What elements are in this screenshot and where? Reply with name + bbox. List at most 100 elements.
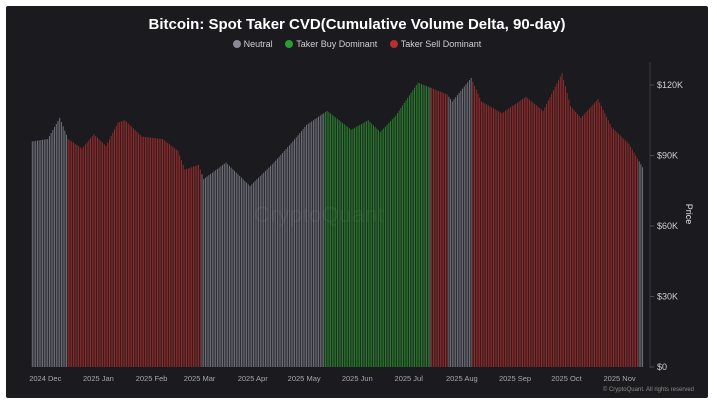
bar-taker-sell-dominant bbox=[472, 81, 474, 368]
bar-taker-sell-dominant bbox=[561, 73, 563, 367]
bar-taker-buy-dominant bbox=[350, 129, 352, 367]
y-axis-title: Price bbox=[684, 204, 694, 225]
bar-neutral bbox=[234, 170, 236, 367]
bar-taker-sell-dominant bbox=[153, 138, 155, 367]
bar-taker-sell-dominant bbox=[72, 142, 74, 367]
bar-taker-buy-dominant bbox=[338, 120, 340, 367]
bar-taker-sell-dominant bbox=[117, 122, 119, 367]
bar-taker-sell-dominant bbox=[628, 143, 630, 367]
bar-neutral bbox=[54, 126, 56, 368]
bar-taker-buy-dominant bbox=[379, 132, 381, 367]
bar-taker-sell-dominant bbox=[182, 164, 184, 367]
bar-taker-buy-dominant bbox=[417, 82, 419, 368]
bar-neutral bbox=[468, 80, 470, 367]
legend-swatch-taker-buy bbox=[285, 40, 294, 48]
legend-item-taker-sell[interactable]: Taker Sell Dominant bbox=[389, 39, 481, 49]
bar-taker-sell-dominant bbox=[607, 120, 609, 367]
copyright-credit: © CryptoQuant. All rights reserved bbox=[602, 387, 694, 393]
bar-taker-buy-dominant bbox=[415, 85, 417, 368]
bar-neutral bbox=[429, 87, 431, 368]
bar-taker-sell-dominant bbox=[141, 136, 143, 367]
bar-neutral bbox=[225, 162, 227, 367]
bar-taker-sell-dominant bbox=[544, 107, 546, 368]
bar-taker-buy-dominant bbox=[364, 122, 366, 367]
bar-taker-buy-dominant bbox=[330, 113, 332, 367]
bar-taker-sell-dominant bbox=[110, 136, 112, 367]
bar-taker-sell-dominant bbox=[630, 146, 632, 367]
legend-label-neutral: Neutral bbox=[243, 39, 273, 49]
bar-taker-sell-dominant bbox=[444, 93, 446, 368]
bar-neutral bbox=[216, 168, 218, 367]
bar-taker-sell-dominant bbox=[71, 141, 73, 367]
bar-taker-sell-dominant bbox=[482, 102, 484, 368]
x-tick-label: 2025 Jan bbox=[83, 374, 114, 383]
bar-taker-sell-dominant bbox=[170, 145, 172, 367]
bar-taker-buy-dominant bbox=[381, 130, 383, 367]
bar-neutral bbox=[294, 139, 296, 367]
bar-taker-buy-dominant bbox=[369, 121, 371, 368]
bar-taker-sell-dominant bbox=[494, 109, 496, 367]
bar-neutral bbox=[319, 115, 321, 367]
bar-neutral bbox=[55, 123, 57, 367]
bar-neutral bbox=[261, 174, 263, 367]
bar-neutral bbox=[239, 175, 241, 367]
bar-taker-buy-dominant bbox=[360, 124, 362, 367]
bar-taker-sell-dominant bbox=[523, 97, 525, 368]
bar-taker-sell-dominant bbox=[446, 94, 448, 368]
bar-neutral bbox=[278, 156, 280, 367]
bar-taker-buy-dominant bbox=[386, 124, 388, 367]
bar-neutral bbox=[237, 174, 239, 367]
bar-neutral bbox=[254, 181, 256, 367]
bar-neutral bbox=[462, 88, 464, 367]
bar-taker-sell-dominant bbox=[534, 103, 536, 368]
bar-taker-sell-dominant bbox=[614, 130, 616, 367]
bar-taker-sell-dominant bbox=[600, 106, 602, 368]
bar-taker-buy-dominant bbox=[420, 84, 422, 367]
bar-taker-sell-dominant bbox=[103, 144, 105, 367]
x-tick-label: 2024 Dec bbox=[29, 374, 61, 383]
bar-neutral bbox=[640, 164, 642, 367]
bar-taker-sell-dominant bbox=[576, 113, 578, 367]
bar-neutral bbox=[314, 119, 316, 367]
bar-taker-sell-dominant bbox=[580, 117, 582, 368]
bar-taker-sell-dominant bbox=[136, 131, 138, 367]
bar-taker-sell-dominant bbox=[573, 110, 575, 367]
bar-neutral bbox=[271, 164, 273, 367]
bar-taker-sell-dominant bbox=[83, 146, 85, 367]
bar-taker-buy-dominant bbox=[374, 126, 376, 368]
bar-taker-buy-dominant bbox=[384, 126, 386, 368]
bar-neutral bbox=[259, 175, 261, 367]
bar-taker-sell-dominant bbox=[602, 109, 604, 368]
legend-item-neutral[interactable]: Neutral bbox=[232, 39, 273, 49]
bar-taker-sell-dominant bbox=[597, 99, 599, 367]
bar-taker-sell-dominant bbox=[496, 110, 498, 367]
bar-taker-buy-dominant bbox=[372, 125, 374, 367]
bar-taker-sell-dominant bbox=[619, 135, 621, 367]
bar-neutral bbox=[280, 154, 282, 367]
bar-taker-sell-dominant bbox=[582, 116, 584, 368]
bar-neutral bbox=[299, 133, 301, 367]
bar-taker-buy-dominant bbox=[345, 125, 347, 368]
bar-taker-sell-dominant bbox=[566, 92, 568, 368]
bar-taker-sell-dominant bbox=[489, 106, 491, 367]
bar-taker-sell-dominant bbox=[515, 103, 517, 368]
bar-taker-sell-dominant bbox=[438, 90, 440, 367]
bar-neutral bbox=[467, 82, 469, 367]
bar-neutral bbox=[283, 151, 285, 367]
legend-item-taker-buy[interactable]: Taker Buy Dominant bbox=[285, 39, 377, 49]
bar-neutral bbox=[201, 174, 203, 367]
bar-taker-sell-dominant bbox=[558, 80, 560, 367]
bar-taker-buy-dominant bbox=[398, 110, 400, 368]
bar-taker-sell-dominant bbox=[163, 140, 165, 367]
bar-neutral bbox=[242, 179, 244, 367]
bar-taker-sell-dominant bbox=[134, 130, 136, 367]
bar-taker-buy-dominant bbox=[376, 128, 378, 367]
bar-taker-sell-dominant bbox=[599, 102, 601, 368]
bar-neutral bbox=[244, 181, 246, 367]
bar-neutral bbox=[232, 169, 234, 367]
legend-swatch-taker-sell bbox=[389, 40, 398, 48]
bar-neutral bbox=[43, 139, 45, 367]
bar-taker-buy-dominant bbox=[340, 121, 342, 367]
x-tick-label: 2025 Jun bbox=[342, 374, 373, 383]
bar-taker-sell-dominant bbox=[530, 100, 532, 367]
